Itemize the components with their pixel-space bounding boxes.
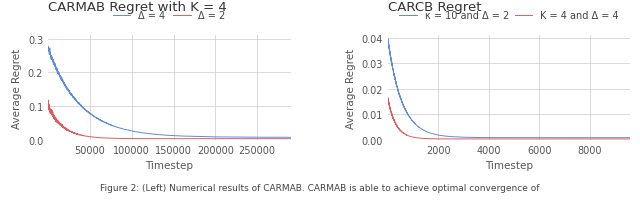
κ = 10 and Δ = 2 — [566, 137, 573, 139]
X-axis label: Timestep: Timestep — [485, 160, 533, 170]
κ = 10 and Δ = 2 — [577, 137, 585, 139]
K = 4 and Δ = 4 — [384, 97, 392, 99]
X-axis label: Timestep: Timestep — [145, 160, 193, 170]
K = 4 and Δ = 4 — [384, 98, 392, 101]
K = 4 and Δ = 4 — [577, 138, 585, 140]
Δ = 4 — [256, 136, 264, 139]
Δ = 4 — [44, 48, 52, 50]
Δ = 4 — [287, 136, 294, 139]
Δ = 2 — [256, 138, 264, 140]
Δ = 2 — [287, 138, 294, 140]
Δ = 2 — [44, 105, 52, 107]
Line: Δ = 4: Δ = 4 — [48, 47, 291, 138]
Δ = 4 — [138, 132, 145, 134]
K = 4 and Δ = 4 — [602, 138, 609, 140]
Line: Δ = 2: Δ = 2 — [48, 101, 291, 139]
κ = 10 and Δ = 2 — [497, 137, 504, 139]
Y-axis label: Average Regret: Average Regret — [346, 48, 356, 128]
Δ = 4 — [45, 46, 52, 48]
Δ = 2 — [44, 99, 52, 102]
Y-axis label: Average Regret: Average Regret — [12, 48, 22, 128]
Text: Figure 2: (Left) Numerical results of CARMAB. CARMAB is able to achieve optimal : Figure 2: (Left) Numerical results of CA… — [100, 183, 540, 192]
Δ = 4 — [72, 99, 79, 101]
Legend: Δ = 4, Δ = 2: Δ = 4, Δ = 2 — [109, 8, 230, 25]
κ = 10 and Δ = 2 — [584, 137, 591, 139]
Δ = 4 — [148, 133, 156, 135]
Δ = 2 — [86, 136, 94, 138]
K = 4 and Δ = 4 — [627, 138, 634, 140]
Text: CARMAB Regret with K = 4: CARMAB Regret with K = 4 — [48, 1, 227, 14]
K = 4 and Δ = 4 — [497, 138, 504, 140]
Δ = 2 — [138, 138, 145, 140]
K = 4 and Δ = 4 — [566, 138, 573, 140]
Δ = 2 — [72, 133, 79, 135]
Δ = 4 — [282, 136, 290, 139]
Line: K = 4 and Δ = 4: K = 4 and Δ = 4 — [388, 98, 630, 139]
κ = 10 and Δ = 2 — [627, 137, 634, 139]
K = 4 and Δ = 4 — [598, 138, 605, 140]
K = 4 and Δ = 4 — [584, 138, 592, 140]
κ = 10 and Δ = 2 — [598, 137, 605, 139]
κ = 10 and Δ = 2 — [384, 37, 392, 40]
Δ = 2 — [282, 138, 290, 140]
κ = 10 and Δ = 2 — [602, 137, 609, 139]
Legend: κ = 10 and Δ = 2, K = 4 and Δ = 4: κ = 10 and Δ = 2, K = 4 and Δ = 4 — [396, 8, 623, 25]
Line: κ = 10 and Δ = 2: κ = 10 and Δ = 2 — [388, 38, 630, 138]
Δ = 4 — [86, 113, 94, 116]
Text: CARCB Regret: CARCB Regret — [388, 1, 481, 14]
Δ = 2 — [148, 138, 156, 140]
